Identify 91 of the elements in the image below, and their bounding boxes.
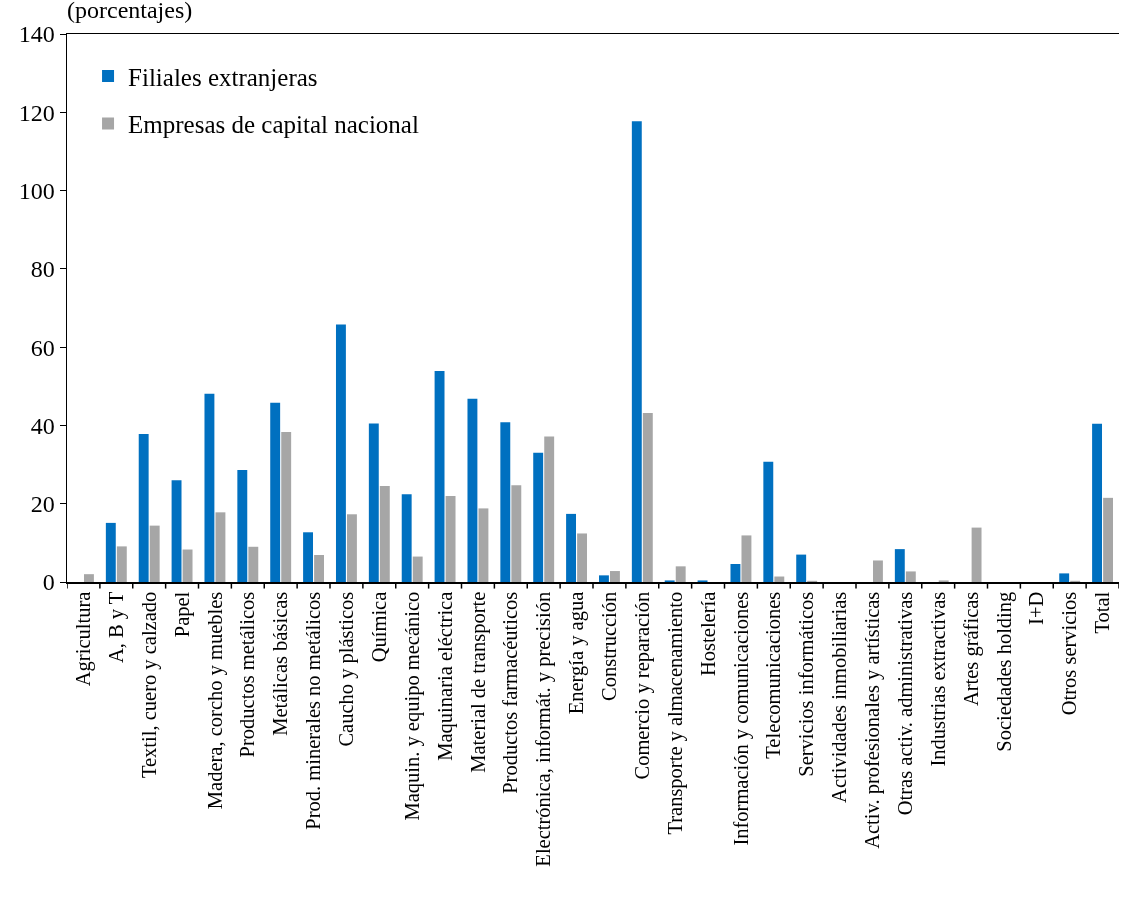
x-tick-label: Telecomunicaciones [762, 591, 785, 759]
bar [598, 575, 609, 582]
bar [83, 574, 94, 582]
bar [116, 546, 127, 582]
x-tick-label: Maquin. y equipo mecánico [400, 591, 424, 821]
chart-title: (porcentajes) [67, 0, 193, 23]
x-tick-label: Productos farmacéuticos [499, 591, 522, 794]
bar [215, 512, 226, 582]
x-tick-label: Metálicas básicas [269, 591, 292, 736]
bar [314, 554, 325, 582]
bar [138, 434, 149, 582]
x-tick-label: Madera, corcho y muebles [203, 591, 227, 810]
x-tick-label: Transporte y almacenamiento [663, 591, 687, 835]
bar [675, 566, 686, 582]
legend-label: Filiales extranjeras [128, 63, 318, 91]
bar [796, 554, 807, 582]
bar [642, 412, 653, 582]
bar [631, 121, 642, 582]
bar [335, 324, 346, 582]
bar [566, 513, 577, 582]
y-tick-label: 0 [42, 569, 55, 596]
bar [368, 423, 379, 582]
x-tick-label: Artes gráficas [959, 591, 983, 707]
bar [905, 571, 916, 582]
x-tick-label: Activ. profesionales y artísticas [861, 591, 885, 849]
bar [171, 480, 182, 582]
bar [500, 422, 511, 582]
bar [478, 508, 489, 582]
bar [533, 452, 544, 582]
x-tick-label: Información y comunicaciones [729, 591, 753, 846]
x-tick-label: Caucho y plásticos [335, 591, 359, 747]
bar [774, 576, 785, 582]
legend-label: Empresas de capital nacional [128, 111, 419, 139]
bar [872, 560, 883, 582]
bar [270, 402, 281, 582]
bar [763, 461, 774, 582]
bar [105, 522, 116, 582]
bar [303, 532, 314, 582]
bar [434, 371, 445, 582]
bar [182, 549, 193, 582]
bar [412, 556, 423, 582]
y-tick-label: 140 [18, 21, 55, 48]
x-tick-label: Comercio y reparación [630, 591, 654, 780]
bar [467, 398, 478, 582]
bar [609, 571, 620, 582]
x-tick-label: Sociedades holding [992, 591, 1016, 752]
x-tick-label: Papel [170, 591, 194, 638]
bar [346, 514, 357, 582]
x-tick-label: Electrónica, informát. y precisión [532, 591, 556, 867]
bar [511, 485, 522, 582]
y-tick-label: 60 [30, 334, 55, 361]
bar [894, 549, 905, 582]
x-tick-label: Química [367, 591, 390, 663]
bar [237, 470, 248, 582]
x-tick-label: A, B y T [104, 591, 128, 664]
x-tick-label: Prod. minerales no metálicos [302, 591, 325, 830]
y-tick-label: 80 [30, 256, 55, 283]
bar [445, 495, 456, 582]
bar [577, 533, 588, 582]
bar [248, 546, 259, 582]
x-tick-label: I+D [1025, 591, 1048, 625]
x-tick-label: Agricultura [72, 591, 96, 687]
bar [730, 563, 741, 582]
bar [971, 527, 982, 582]
x-tick-label: Actividades inmobiliarias [828, 591, 851, 803]
y-tick-label: 120 [18, 99, 55, 126]
x-tick-label: Material de transporte [466, 591, 490, 773]
x-tick-label: Otros servicios [1058, 591, 1081, 716]
x-tick-label: Maquinaria eléctrica [433, 591, 457, 761]
x-tick-label: Productos metálicos [236, 591, 259, 758]
bar [204, 393, 215, 582]
bar [149, 525, 160, 582]
x-tick-label: Industrias extractivas [926, 591, 949, 767]
x-tick-label: Hostelería [696, 591, 719, 676]
x-tick-label: Total [1091, 591, 1114, 634]
bar [1059, 573, 1070, 582]
bar [1092, 423, 1103, 582]
bar [1103, 497, 1114, 582]
x-tick-label: Construcción [598, 591, 621, 702]
y-tick-label: 20 [30, 491, 55, 518]
x-tick-label: Energía y agua [565, 591, 589, 715]
x-tick-label: Servicios informáticos [795, 591, 818, 777]
x-tick-label: Otras activ. administrativas [893, 591, 916, 816]
bar [281, 432, 292, 582]
x-tick-label: Textil, cuero y calzado [137, 591, 161, 779]
y-tick-label: 40 [30, 412, 55, 439]
bar [544, 436, 555, 582]
bar [379, 486, 390, 582]
bar [741, 535, 752, 582]
bar [401, 494, 412, 582]
y-tick-label: 100 [18, 177, 55, 204]
